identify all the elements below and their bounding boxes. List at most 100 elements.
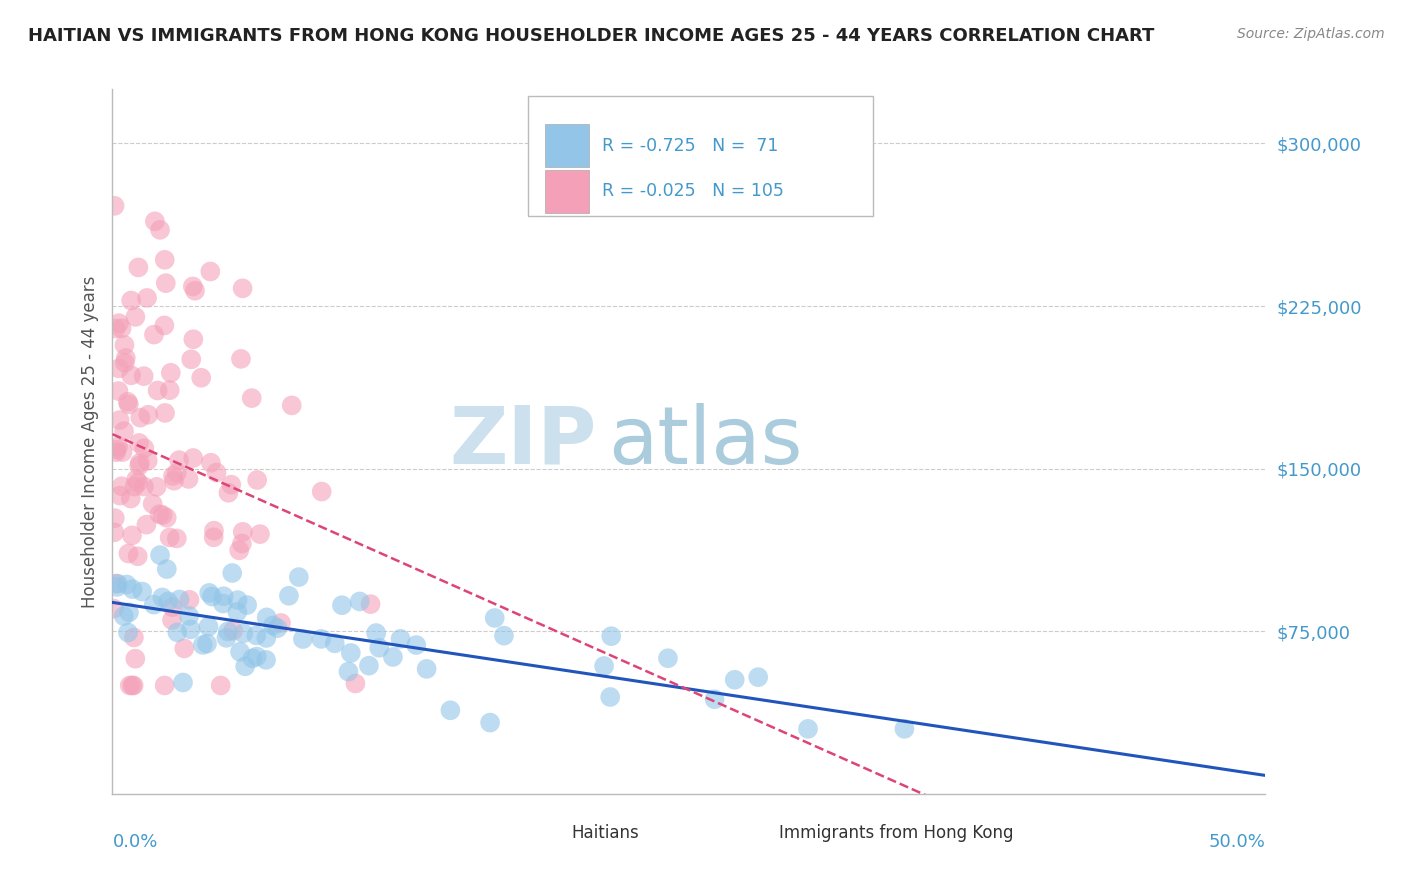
Point bbox=[703, 692, 725, 706]
Point bbox=[366, 626, 388, 640]
Point bbox=[122, 678, 145, 692]
Point bbox=[146, 384, 169, 398]
Point bbox=[172, 675, 194, 690]
Point bbox=[217, 485, 239, 500]
Point bbox=[104, 321, 127, 335]
Point bbox=[389, 632, 412, 646]
Point bbox=[129, 410, 152, 425]
Point bbox=[249, 527, 271, 541]
Point bbox=[132, 479, 155, 493]
Point bbox=[229, 645, 252, 659]
Point bbox=[177, 472, 200, 486]
Point bbox=[103, 525, 125, 540]
Point bbox=[599, 690, 621, 704]
Point bbox=[169, 592, 191, 607]
Point bbox=[724, 673, 747, 687]
Point bbox=[202, 530, 225, 544]
Point bbox=[226, 593, 249, 607]
Point bbox=[349, 594, 371, 608]
Point bbox=[128, 458, 150, 473]
Point bbox=[145, 480, 167, 494]
Point bbox=[118, 605, 141, 619]
Point bbox=[381, 650, 404, 665]
Point bbox=[118, 397, 141, 411]
Point bbox=[323, 636, 346, 650]
Point bbox=[231, 536, 253, 550]
Point bbox=[212, 597, 235, 611]
FancyBboxPatch shape bbox=[527, 96, 873, 216]
Point bbox=[118, 678, 141, 692]
Point bbox=[357, 658, 380, 673]
Point bbox=[368, 640, 391, 655]
Point bbox=[195, 637, 218, 651]
Point bbox=[593, 659, 616, 673]
Point bbox=[107, 576, 129, 591]
Point bbox=[131, 584, 153, 599]
Point bbox=[200, 456, 222, 470]
Point bbox=[153, 406, 176, 420]
Point bbox=[291, 632, 314, 646]
Point bbox=[179, 609, 201, 624]
Point bbox=[191, 638, 214, 652]
Point bbox=[254, 631, 277, 645]
Point bbox=[143, 327, 166, 342]
Point bbox=[232, 626, 254, 640]
Point bbox=[232, 524, 254, 539]
Point bbox=[198, 586, 221, 600]
Point bbox=[104, 576, 127, 591]
Point bbox=[104, 511, 127, 525]
Point bbox=[107, 384, 129, 398]
Point bbox=[117, 547, 139, 561]
Text: 50.0%: 50.0% bbox=[1209, 832, 1265, 851]
Point bbox=[219, 477, 242, 491]
Text: R = -0.725   N =  71: R = -0.725 N = 71 bbox=[603, 136, 779, 154]
Point bbox=[167, 453, 190, 467]
Point bbox=[112, 424, 135, 438]
Point bbox=[236, 598, 259, 612]
FancyBboxPatch shape bbox=[546, 170, 589, 212]
Point bbox=[142, 497, 165, 511]
Point bbox=[162, 469, 184, 483]
Point bbox=[202, 524, 225, 538]
Point bbox=[149, 223, 172, 237]
Point bbox=[136, 453, 159, 467]
Point bbox=[127, 549, 149, 564]
Text: 0.0%: 0.0% bbox=[112, 832, 157, 851]
Point bbox=[148, 507, 170, 521]
Point bbox=[159, 366, 181, 380]
Point bbox=[492, 629, 515, 643]
Point bbox=[166, 625, 188, 640]
Point bbox=[136, 408, 159, 422]
Point bbox=[266, 621, 288, 635]
Point bbox=[360, 597, 382, 611]
Point bbox=[107, 439, 129, 453]
Text: ZIP: ZIP bbox=[450, 402, 596, 481]
Point bbox=[122, 631, 145, 645]
Point bbox=[183, 332, 205, 346]
Text: HAITIAN VS IMMIGRANTS FROM HONG KONG HOUSEHOLDER INCOME AGES 25 - 44 YEARS CORRE: HAITIAN VS IMMIGRANTS FROM HONG KONG HOU… bbox=[28, 27, 1154, 45]
Text: atlas: atlas bbox=[609, 402, 803, 481]
Point bbox=[160, 613, 183, 627]
Point bbox=[215, 631, 238, 645]
Point bbox=[117, 394, 139, 409]
Point bbox=[181, 279, 204, 293]
Point bbox=[156, 562, 179, 576]
Point bbox=[217, 624, 239, 639]
Point bbox=[125, 473, 148, 487]
Point bbox=[197, 619, 219, 633]
Point bbox=[132, 369, 155, 384]
Point bbox=[114, 338, 136, 352]
Point bbox=[149, 548, 172, 562]
Point bbox=[136, 291, 159, 305]
Text: Source: ZipAtlas.com: Source: ZipAtlas.com bbox=[1237, 27, 1385, 41]
Point bbox=[143, 214, 166, 228]
Point bbox=[232, 281, 254, 295]
Point bbox=[128, 436, 150, 450]
Point bbox=[166, 532, 188, 546]
Point bbox=[114, 351, 136, 365]
Point bbox=[121, 528, 143, 542]
Point bbox=[108, 316, 131, 330]
Point bbox=[288, 570, 311, 584]
Point bbox=[479, 715, 502, 730]
Point bbox=[484, 611, 506, 625]
